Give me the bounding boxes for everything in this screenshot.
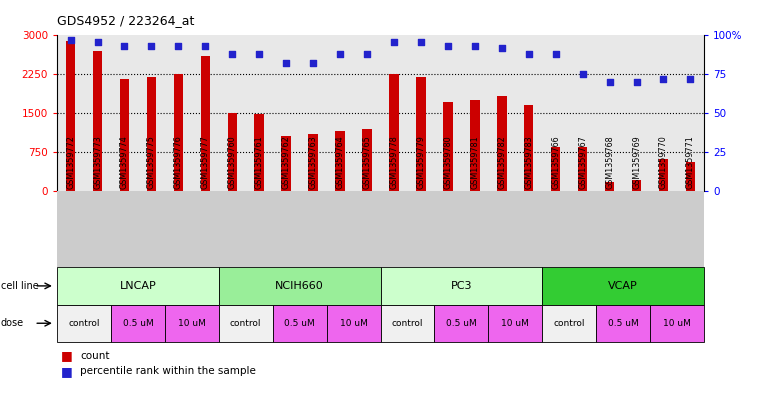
Text: dose: dose — [1, 318, 24, 328]
Bar — [93, 51, 102, 191]
Point — [172, 43, 184, 50]
Point — [119, 43, 131, 50]
Bar — [219, 305, 272, 342]
Bar — [543, 305, 596, 342]
Text: 10 uM: 10 uM — [501, 319, 529, 328]
Bar — [686, 162, 695, 191]
Text: LNCAP: LNCAP — [119, 281, 156, 291]
Bar — [659, 158, 668, 191]
Point — [577, 71, 589, 77]
Text: count: count — [80, 351, 110, 361]
Bar — [119, 79, 129, 191]
Point — [91, 39, 103, 45]
Text: 0.5 uM: 0.5 uM — [285, 319, 315, 328]
Point — [334, 51, 346, 57]
Bar — [66, 40, 75, 191]
Bar — [282, 136, 291, 191]
Point — [361, 51, 373, 57]
Bar — [219, 267, 380, 305]
Point — [630, 79, 642, 85]
Text: 0.5 uM: 0.5 uM — [446, 319, 476, 328]
Bar — [390, 74, 399, 191]
Point — [307, 60, 319, 66]
Point — [253, 51, 266, 57]
Text: GDS4952 / 223264_at: GDS4952 / 223264_at — [57, 15, 195, 28]
Bar — [174, 74, 183, 191]
Point — [199, 43, 212, 50]
Bar — [650, 305, 704, 342]
Bar — [57, 305, 111, 342]
Point — [388, 39, 400, 45]
Point — [280, 60, 292, 66]
Bar — [326, 305, 380, 342]
Bar — [543, 267, 704, 305]
Text: PC3: PC3 — [451, 281, 472, 291]
Point — [469, 43, 481, 50]
Point — [684, 76, 696, 82]
Bar — [165, 305, 219, 342]
Text: control: control — [230, 319, 262, 328]
Point — [549, 51, 562, 57]
Text: ■: ■ — [61, 349, 72, 362]
Point — [658, 76, 670, 82]
Text: 0.5 uM: 0.5 uM — [123, 319, 153, 328]
Text: control: control — [392, 319, 423, 328]
Text: 10 uM: 10 uM — [178, 319, 205, 328]
Point — [495, 45, 508, 51]
Point — [226, 51, 238, 57]
Point — [415, 39, 427, 45]
Bar — [470, 100, 479, 191]
Bar — [380, 267, 542, 305]
Bar — [524, 105, 533, 191]
Bar — [254, 114, 264, 191]
Text: VCAP: VCAP — [608, 281, 638, 291]
Bar — [228, 113, 237, 191]
Bar — [380, 305, 435, 342]
Text: control: control — [68, 319, 100, 328]
Text: 0.5 uM: 0.5 uM — [608, 319, 638, 328]
Text: control: control — [553, 319, 585, 328]
Bar — [201, 56, 210, 191]
Text: cell line: cell line — [1, 281, 39, 291]
Bar — [596, 305, 650, 342]
Bar — [435, 305, 489, 342]
Point — [603, 79, 616, 85]
Bar — [147, 77, 156, 191]
Bar — [489, 305, 542, 342]
Bar — [111, 305, 165, 342]
Text: 10 uM: 10 uM — [339, 319, 368, 328]
Text: NCIH660: NCIH660 — [275, 281, 324, 291]
Bar — [497, 96, 507, 191]
Point — [145, 43, 158, 50]
Text: percentile rank within the sample: percentile rank within the sample — [80, 366, 256, 376]
Bar — [551, 147, 560, 191]
Bar — [272, 305, 326, 342]
Bar — [605, 182, 614, 191]
Bar — [57, 267, 219, 305]
Point — [523, 51, 535, 57]
Bar — [336, 131, 345, 191]
Text: ■: ■ — [61, 365, 72, 378]
Bar — [362, 129, 371, 191]
Point — [65, 37, 77, 43]
Bar — [416, 77, 425, 191]
Bar — [578, 147, 587, 191]
Bar — [443, 102, 453, 191]
Point — [442, 43, 454, 50]
Bar — [632, 180, 642, 191]
Text: 10 uM: 10 uM — [663, 319, 691, 328]
Bar — [308, 134, 318, 191]
